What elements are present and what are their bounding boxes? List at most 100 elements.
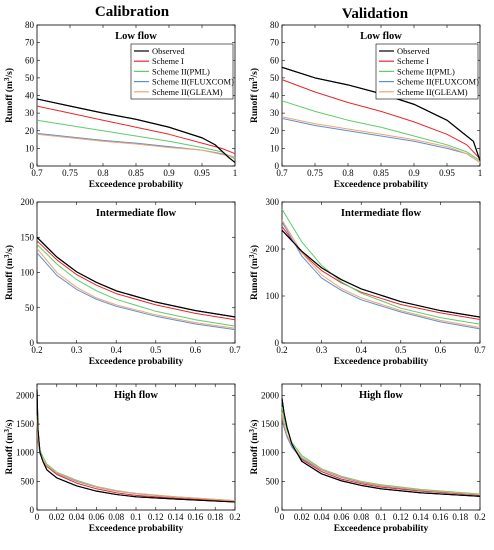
panel-title: Low flow xyxy=(115,31,157,42)
chart-panel-5: 0 0.02 0.04 0.06 0.08 0.1 0.12 0.14 0.16 0.18 0.2 0… xyxy=(248,383,486,534)
series-line-scheme-ii-gleam xyxy=(281,116,481,163)
y-tick-label: 30 xyxy=(25,108,35,118)
series-line-scheme-ii-pml xyxy=(36,119,236,160)
x-tick-label: 0.12 xyxy=(393,512,409,522)
x-tick-label: 0.4 xyxy=(356,345,368,355)
x-tick-label: 0.7 xyxy=(31,168,43,178)
panel-title: Intermediate flow xyxy=(96,208,177,219)
x-tick-label: 0.18 xyxy=(207,512,223,522)
y-tick-label: 300 xyxy=(266,197,280,207)
y-tick-label: 50 xyxy=(270,73,280,83)
legend-label-observed: Observed xyxy=(397,46,430,56)
y-axis-label: Runoff (m3/s) xyxy=(248,420,260,475)
series-line-scheme-ii-pml xyxy=(36,243,236,327)
x-axis-label: Exceedence probability xyxy=(89,180,184,190)
chart-panels: 0.7 0.75 0.8 0.85 0.9 0.95 101020304050607080L… xyxy=(3,20,486,534)
x-tick-label: 0.1 xyxy=(130,512,141,522)
plot-frame xyxy=(36,383,236,511)
y-tick-label: 30 xyxy=(270,108,280,118)
x-tick-label: 0.8 xyxy=(342,168,354,178)
x-tick-label: 0.85 xyxy=(128,168,144,178)
y-tick-label: 10 xyxy=(25,143,35,153)
x-tick-label: 0.3 xyxy=(316,345,328,355)
panel-title: Low flow xyxy=(360,31,402,42)
series-line-scheme-i xyxy=(36,105,236,155)
y-tick-label: 0 xyxy=(30,161,35,171)
x-tick-label: 0.2 xyxy=(276,345,287,355)
x-tick-label: 0.95 xyxy=(194,168,210,178)
x-tick-label: 0 xyxy=(35,512,40,522)
panel-title: High flow xyxy=(114,390,158,401)
x-tick-label: 0.9 xyxy=(408,168,420,178)
y-tick-label: 100 xyxy=(266,291,280,301)
y-tick-label: 2000 xyxy=(16,390,35,400)
series-line-scheme-ii-gleam xyxy=(281,219,481,328)
x-tick-label: 0.14 xyxy=(168,512,184,522)
y-tick-label: 0 xyxy=(275,338,280,348)
x-tick-label: 0.04 xyxy=(69,512,85,522)
series-line-observed-top xyxy=(36,389,236,503)
x-axis-label: Exceedence probability xyxy=(89,357,184,367)
y-tick-label: 500 xyxy=(266,476,280,486)
x-axis-label: Exceedence probability xyxy=(89,524,184,534)
y-tick-label: 40 xyxy=(25,91,35,101)
x-tick-label: 0.4 xyxy=(111,345,123,355)
x-tick-label: 0.3 xyxy=(71,345,83,355)
series-line-observed xyxy=(36,98,236,163)
x-tick-label: 0.02 xyxy=(49,512,65,522)
legend-label-scheme-ii-pml: Scheme II(PML) xyxy=(397,66,455,76)
x-tick-label: 0.85 xyxy=(373,168,389,178)
y-tick-label: 20 xyxy=(270,126,280,136)
x-tick-label: 0.6 xyxy=(435,345,447,355)
x-tick-label: 0.75 xyxy=(62,168,78,178)
y-tick-label: 0 xyxy=(275,161,280,171)
y-axis-label: Runoff (m3/s) xyxy=(248,68,260,123)
series-line-scheme-ii-pml xyxy=(281,100,481,162)
legend-label-scheme-ii-fluxcom: Scheme II(FLUXCOM) xyxy=(397,77,479,87)
series-line-scheme-i xyxy=(36,240,236,321)
x-tick-label: 0.6 xyxy=(190,345,202,355)
chart-panel-2: 0.2 0.3 0.4 0.5 0.6 0.7 0 50 100 150 200 Intermedia… xyxy=(3,197,241,367)
series-line-observed-top xyxy=(281,229,481,318)
series-line-observed-top xyxy=(36,236,236,318)
column-title-calibration: Calibration xyxy=(95,4,170,20)
y-tick-label: 20 xyxy=(25,126,35,136)
legend-label-scheme-ii-pml: Scheme II(PML) xyxy=(152,66,210,76)
series-line-scheme-ii-fluxcom xyxy=(281,221,481,330)
chart-panel-3: 0.2 0.3 0.4 0.5 0.6 0.7 0 100 200 300 Intermediate… xyxy=(248,197,486,367)
legend-label-scheme-ii-fluxcom: Scheme II(FLUXCOM) xyxy=(152,77,234,87)
legend-label-scheme-i: Scheme I xyxy=(397,56,429,66)
series-line-scheme-ii-fluxcom xyxy=(281,117,481,163)
y-tick-label: 50 xyxy=(25,73,35,83)
chart-panel-4: 0 0.02 0.04 0.06 0.08 0.1 0.12 0.14 0.16 0.18 0.2 0… xyxy=(3,383,241,534)
y-tick-label: 0 xyxy=(30,338,35,348)
x-tick-label: 0.08 xyxy=(108,512,124,522)
x-tick-label: 0.7 xyxy=(229,345,241,355)
y-tick-label: 2000 xyxy=(261,390,280,400)
y-tick-label: 70 xyxy=(25,38,35,48)
series-line-scheme-i xyxy=(281,79,481,160)
chart-panel-1: 0.7 0.75 0.8 0.85 0.9 0.95 101020304050607080L… xyxy=(248,20,482,190)
legend-label-scheme-ii-gleam: Scheme II(GLEAM) xyxy=(397,87,468,97)
y-tick-label: 70 xyxy=(270,38,280,48)
x-tick-label: 0.14 xyxy=(413,512,429,522)
series-line-scheme-i xyxy=(36,418,236,502)
series-line-scheme-ii-gleam xyxy=(36,133,236,158)
x-tick-label: 0.18 xyxy=(452,512,468,522)
plot-frame xyxy=(281,201,481,344)
chart-panel-0: 0.7 0.75 0.8 0.85 0.9 0.95 101020304050607080L… xyxy=(3,20,237,190)
panel-title: Intermediate flow xyxy=(341,208,422,219)
series-line-scheme-ii-fluxcom xyxy=(36,252,236,331)
panel-title: High flow xyxy=(359,390,403,401)
y-tick-label: 1000 xyxy=(261,448,280,458)
x-tick-label: 0.16 xyxy=(188,512,204,522)
x-tick-label: 0.08 xyxy=(353,512,369,522)
y-axis-label: Runoff (m3/s) xyxy=(3,420,15,475)
x-tick-label: 0.2 xyxy=(31,345,42,355)
y-tick-label: 1500 xyxy=(261,419,280,429)
x-tick-label: 1 xyxy=(478,168,483,178)
x-tick-label: 0.9 xyxy=(163,168,175,178)
plot-frame xyxy=(36,201,236,344)
x-tick-label: 0.8 xyxy=(97,168,109,178)
